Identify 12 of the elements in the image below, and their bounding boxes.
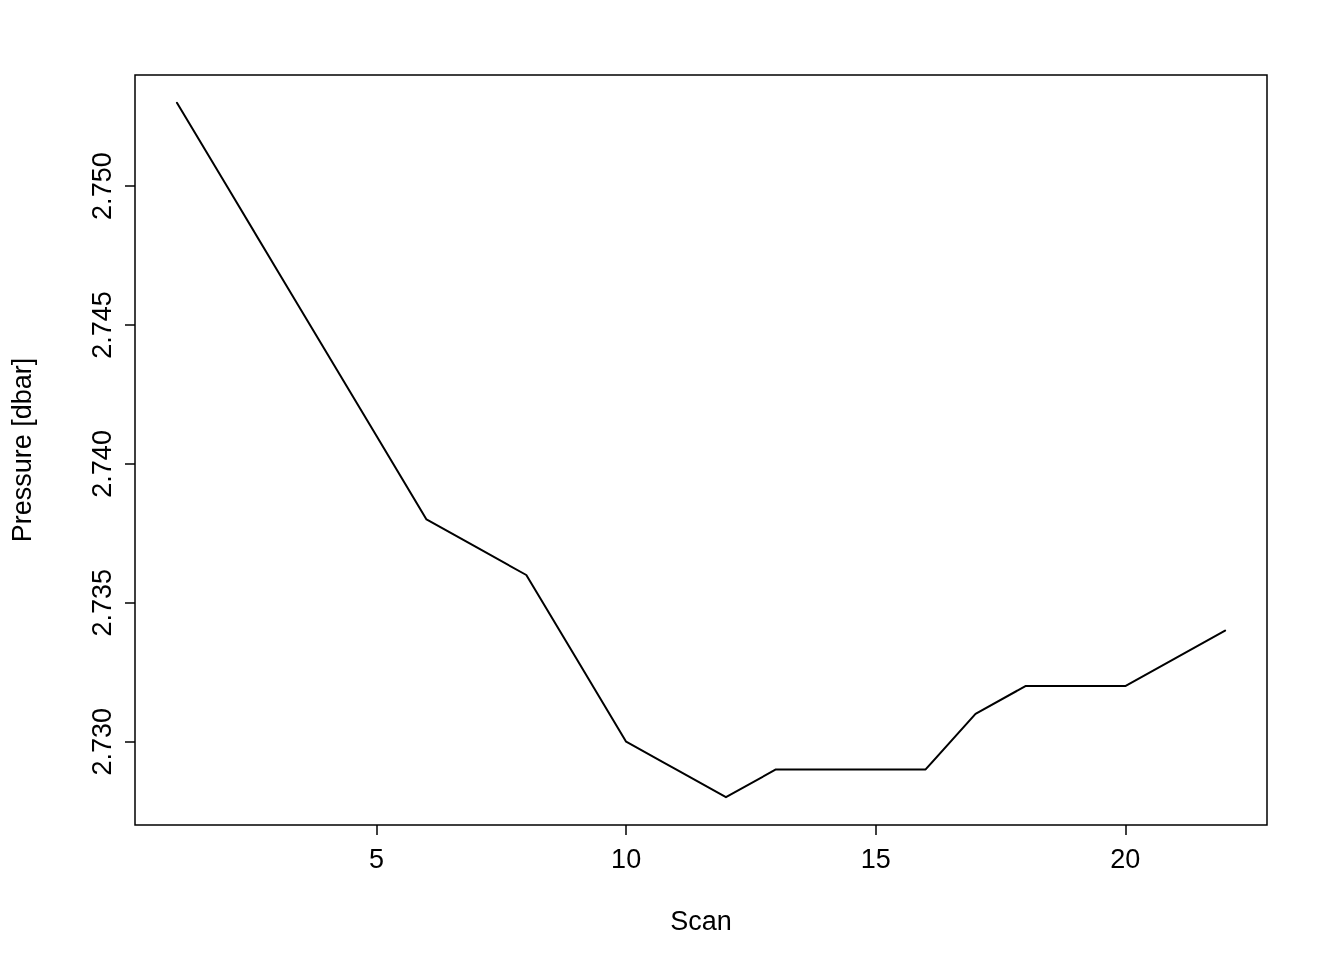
x-axis-title: Scan: [670, 905, 732, 936]
x-tick-label: 20: [1110, 843, 1141, 874]
x-tick-label: 5: [369, 843, 385, 874]
y-axis-title: Pressure [dbar]: [6, 357, 37, 543]
y-tick-label: 2.750: [86, 152, 117, 220]
y-tick-label: 2.745: [86, 291, 117, 359]
y-tick-label: 2.730: [86, 707, 117, 776]
x-tick-label: 10: [611, 843, 642, 874]
line-series: [175, 101, 1227, 799]
y-tick-label: 2.740: [86, 430, 117, 498]
x-tick-label: 15: [860, 843, 891, 874]
y-tick-label: 2.735: [86, 568, 117, 637]
